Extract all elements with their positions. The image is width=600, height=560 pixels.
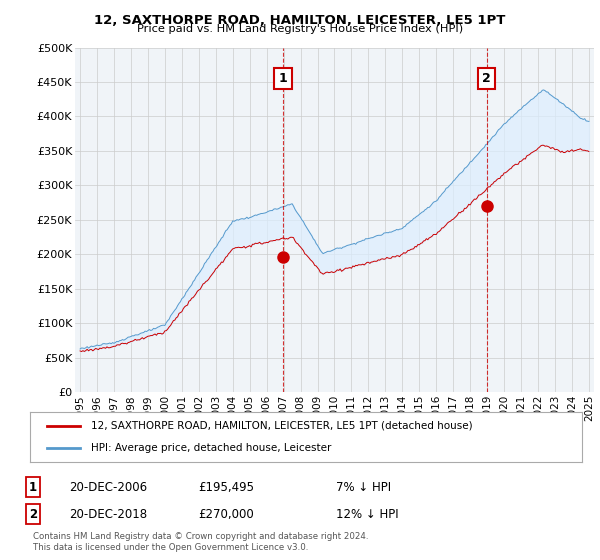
- Text: Contains HM Land Registry data © Crown copyright and database right 2024.
This d: Contains HM Land Registry data © Crown c…: [33, 533, 368, 552]
- Text: 1: 1: [279, 72, 287, 85]
- Text: 12, SAXTHORPE ROAD, HAMILTON, LEICESTER, LE5 1PT: 12, SAXTHORPE ROAD, HAMILTON, LEICESTER,…: [94, 14, 506, 27]
- Text: 7% ↓ HPI: 7% ↓ HPI: [336, 480, 391, 494]
- Text: 20-DEC-2018: 20-DEC-2018: [69, 507, 147, 521]
- Text: 1: 1: [29, 480, 37, 494]
- Text: 12% ↓ HPI: 12% ↓ HPI: [336, 507, 398, 521]
- Text: 2: 2: [29, 507, 37, 521]
- Text: Price paid vs. HM Land Registry's House Price Index (HPI): Price paid vs. HM Land Registry's House …: [137, 24, 463, 34]
- Text: 2: 2: [482, 72, 491, 85]
- Text: 12, SAXTHORPE ROAD, HAMILTON, LEICESTER, LE5 1PT (detached house): 12, SAXTHORPE ROAD, HAMILTON, LEICESTER,…: [91, 421, 472, 431]
- Text: £195,495: £195,495: [198, 480, 254, 494]
- Text: £270,000: £270,000: [198, 507, 254, 521]
- Text: HPI: Average price, detached house, Leicester: HPI: Average price, detached house, Leic…: [91, 443, 331, 453]
- Text: 20-DEC-2006: 20-DEC-2006: [69, 480, 147, 494]
